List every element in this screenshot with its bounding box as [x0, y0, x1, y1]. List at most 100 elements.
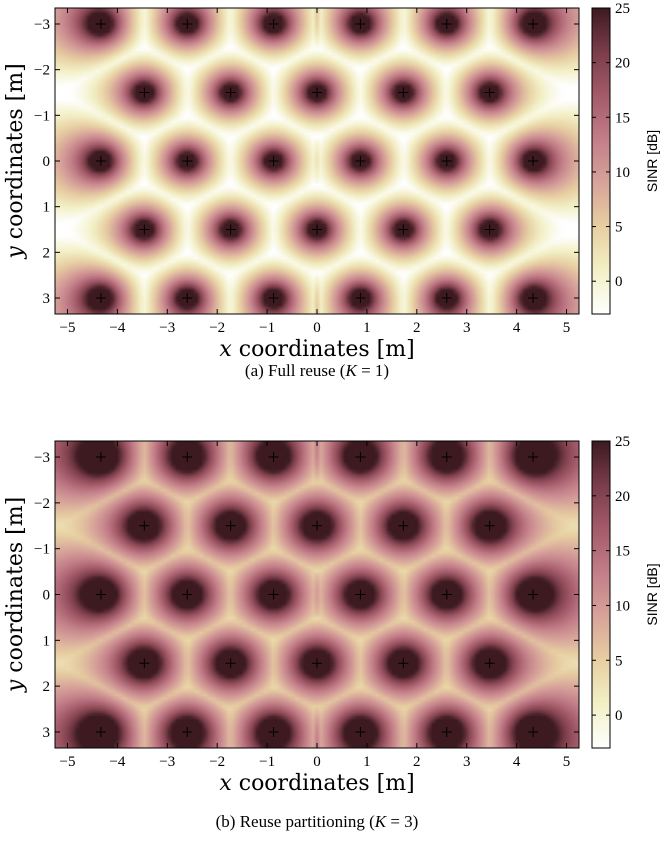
- y-tick-label: 2: [43, 245, 51, 261]
- x-tick-label: 3: [463, 754, 471, 770]
- base-station-marker: [182, 589, 193, 600]
- x-tick-label: −4: [109, 754, 125, 770]
- base-station-marker: [441, 18, 452, 29]
- base-station-marker: [139, 658, 150, 669]
- base-station-marker: [182, 726, 193, 737]
- base-station-marker: [95, 589, 106, 600]
- base-station-marker: [398, 658, 409, 669]
- x-axis-label: x coordinates [m]: [219, 337, 414, 362]
- y-tick-label: 3: [43, 291, 51, 307]
- base-station-marker: [398, 520, 409, 531]
- base-station-marker: [312, 520, 322, 531]
- x-tick-label: 2: [413, 320, 421, 336]
- base-station-marker: [268, 726, 279, 737]
- x-tick-label: −5: [59, 754, 75, 770]
- base-station-marker: [182, 18, 193, 29]
- base-station-marker: [268, 18, 279, 29]
- y-axis-label: y coordinates [m]: [3, 63, 28, 259]
- base-station-marker: [268, 452, 279, 463]
- base-station-marker: [312, 658, 322, 669]
- base-station-marker: [441, 726, 452, 737]
- base-station-marker: [528, 18, 539, 29]
- colorbar-tick-label: 25: [615, 434, 630, 450]
- base-station-marker: [398, 224, 409, 235]
- base-station-marker: [268, 589, 279, 600]
- colorbar-label: SINR [dB]: [644, 130, 660, 192]
- base-station-marker: [441, 293, 452, 304]
- y-tick-label: −3: [34, 450, 50, 466]
- base-station-marker: [528, 589, 539, 600]
- base-station-marker: [95, 293, 106, 304]
- colorbar-tick-label: 0: [615, 274, 623, 290]
- chart-panel-b: −5 −4 −3 −2 −1 0 1 2 3 4 5 −3 −2 −1 0 1 2 3 x coordinates …: [3, 434, 660, 831]
- y-tick-label: 1: [43, 633, 51, 649]
- colorbar: [591, 7, 611, 315]
- base-station-marker: [528, 293, 539, 304]
- base-station-marker: [139, 87, 150, 98]
- base-station-marker: [95, 18, 106, 29]
- x-tick-label: 3: [463, 320, 471, 336]
- y-tick-label: 3: [43, 725, 51, 741]
- colorbar-tick-label: 15: [615, 110, 630, 126]
- colorbar-tick-label: 25: [615, 1, 630, 17]
- base-station-marker: [355, 18, 366, 29]
- base-station-marker: [484, 224, 495, 235]
- y-tick-label: −1: [34, 108, 50, 124]
- base-station-marker: [312, 224, 322, 235]
- x-tick-label: 2: [413, 754, 421, 770]
- x-tick-label: −2: [209, 754, 225, 770]
- base-station-marker: [139, 520, 150, 531]
- base-station-marker: [312, 87, 322, 98]
- base-station-marker: [139, 224, 150, 235]
- y-tick-label: 2: [43, 679, 51, 695]
- colorbar-tick-label: 5: [615, 653, 623, 669]
- y-tick-label: 1: [43, 200, 51, 216]
- base-station-marker: [225, 224, 236, 235]
- y-axis-label: y coordinates [m]: [3, 497, 28, 693]
- base-station-marker: [355, 452, 366, 463]
- base-station-marker: [225, 87, 236, 98]
- x-tick-label: −4: [109, 320, 125, 336]
- base-station-marker: [398, 87, 409, 98]
- base-station-marker: [355, 726, 366, 737]
- base-station-marker: [355, 589, 366, 600]
- base-station-marker: [441, 589, 452, 600]
- base-station-marker: [484, 520, 495, 531]
- base-station-marker: [441, 156, 452, 166]
- base-station-marker: [484, 87, 495, 98]
- base-station-marker: [528, 726, 539, 737]
- x-tick-label: 4: [513, 320, 521, 336]
- base-station-marker: [528, 452, 539, 463]
- x-tick-label: −5: [59, 320, 75, 336]
- x-axis-label: x coordinates [m]: [219, 771, 414, 796]
- x-tick-label: −2: [209, 320, 225, 336]
- x-tick-label: −1: [259, 320, 275, 336]
- x-tick-label: 1: [363, 320, 371, 336]
- base-station-marker: [355, 293, 366, 304]
- base-station-marker: [95, 726, 106, 737]
- y-tick-label: −1: [34, 542, 50, 558]
- figure-caption: (b) Reuse partitioning (K = 3): [216, 812, 419, 831]
- y-tick-label: −3: [34, 17, 50, 33]
- colorbar-tick-label: 10: [615, 165, 630, 181]
- colorbar-tick-label: 5: [615, 220, 623, 236]
- base-station-marker: [182, 156, 193, 166]
- base-station-marker: [268, 156, 279, 166]
- x-tick-label: −3: [159, 754, 175, 770]
- base-station-marker: [95, 156, 106, 166]
- figure-caption: (a) Full reuse (K = 1): [245, 361, 389, 380]
- colorbar-tick-label: 20: [615, 489, 630, 505]
- x-tick-label: −3: [159, 320, 175, 336]
- x-tick-label: 5: [563, 320, 571, 336]
- sinr-heatmap: [55, 8, 579, 314]
- base-station-marker: [441, 452, 452, 463]
- base-station-marker: [355, 156, 366, 166]
- base-station-marker: [225, 658, 236, 669]
- sinr-heatmap: [55, 441, 579, 748]
- chart-panel-a: −5 −4 −3 −2 −1 0 1 2 3 4 5 −3 −2 −1 0 1 2 3 x coordinates …: [3, 1, 660, 380]
- colorbar-tick-label: 0: [615, 708, 623, 724]
- base-station-marker: [484, 658, 495, 669]
- x-tick-label: −1: [259, 754, 275, 770]
- colorbar-tick-label: 15: [615, 544, 630, 560]
